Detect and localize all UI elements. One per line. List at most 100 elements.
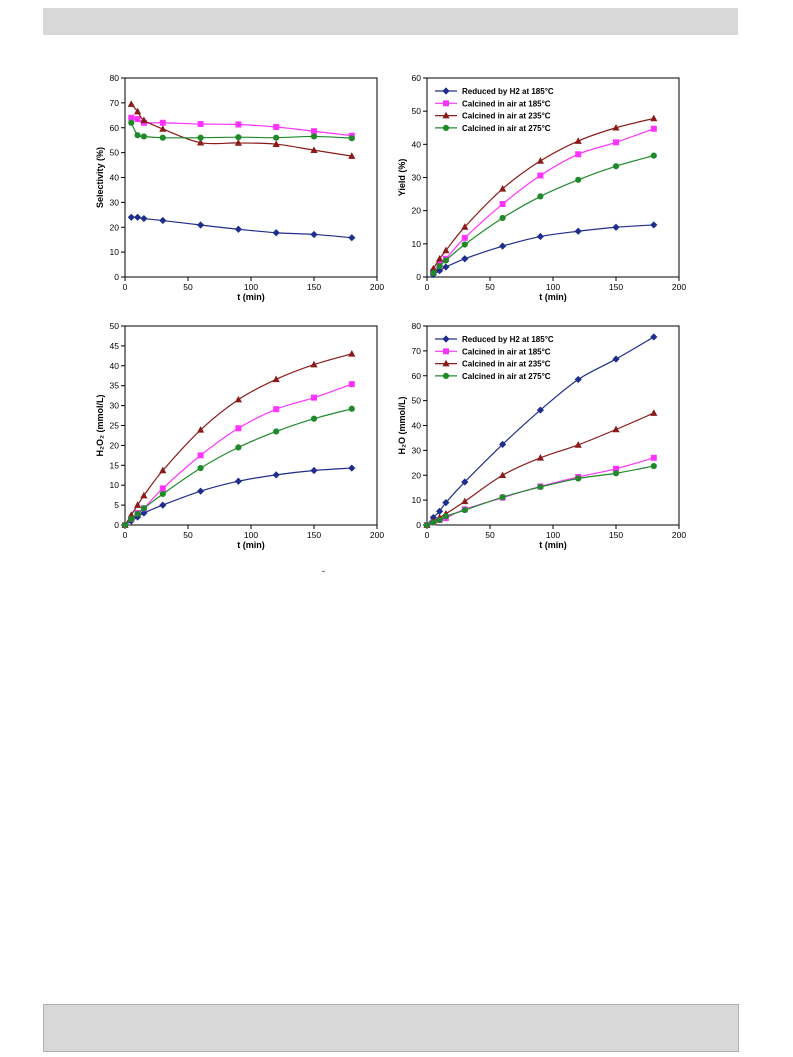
data-point-series-2 [499, 201, 506, 208]
data-point-series-2 [461, 234, 468, 241]
data-point-series-3 [127, 511, 135, 518]
data-point-series-4 [575, 475, 582, 482]
data-point-series-4 [430, 519, 437, 526]
data-point-series-2 [650, 125, 657, 132]
legend-marker-4 [442, 124, 450, 131]
legend-entry-2: Calcined in air at 185°C [462, 347, 551, 356]
y-tick-label: 40 [412, 139, 422, 149]
data-point-series-1 [197, 221, 205, 229]
h2o2-chart: 0 5 10 15 20 25 30 35 40 45 50 0 50 100 150 200 t (min) H… [95, 321, 384, 550]
data-point-series-2 [273, 124, 280, 131]
data-point-series-4 [436, 262, 443, 270]
data-point-series-4 [159, 134, 166, 141]
data-point-series-2 [128, 114, 135, 121]
series-line-4 [124, 408, 352, 526]
data-point-series-1 [234, 225, 242, 233]
data-point-series-3 [574, 137, 582, 144]
x-tick-label: 100 [546, 282, 560, 292]
data-point-series-3 [536, 157, 544, 164]
y-tick-label: 50 [412, 396, 422, 406]
y-tick-label: 40 [110, 173, 120, 183]
x-tick-label: 0 [123, 282, 128, 292]
data-point-series-2 [613, 139, 619, 146]
data-point-series-3 [499, 184, 507, 192]
data-point-series-2 [650, 454, 657, 461]
legend-marker-1 [442, 335, 450, 343]
y-tick-label: 0 [416, 520, 421, 530]
data-point-series-3 [272, 140, 280, 147]
data-point-series-4 [461, 506, 468, 514]
data-point-series-3 [197, 138, 205, 146]
x-tick-label: 100 [244, 282, 258, 292]
data-point-series-1 [310, 230, 318, 239]
plot-area [426, 325, 680, 526]
data-point-series-4 [134, 132, 141, 139]
data-point-series-4 [134, 510, 141, 517]
data-point-series-3 [442, 246, 450, 254]
data-point-series-4 [140, 133, 147, 140]
y-tick-label: 10 [412, 239, 422, 249]
data-point-series-3 [461, 497, 469, 505]
data-point-series-4 [197, 134, 204, 141]
data-point-series-2 [348, 381, 355, 388]
data-point-series-4 [197, 464, 204, 472]
x-tick-label: 200 [672, 282, 686, 292]
data-point-series-4 [128, 119, 135, 126]
x-tick-label: 200 [370, 282, 384, 292]
y-tick-label: 20 [412, 206, 422, 216]
yield-chart: 0 10 20 30 40 50 60 0 50 100 150 200 t (min) Yield (%… [397, 73, 686, 302]
data-point-series-1 [612, 223, 620, 231]
data-point-series-3 [134, 501, 142, 508]
data-point-series-1 [348, 464, 356, 472]
x-tick-label: 100 [244, 530, 258, 540]
legend-marker-2 [443, 100, 449, 107]
data-point-series-3 [234, 395, 242, 403]
data-point-series-2 [613, 465, 619, 472]
x-tick-label: 50 [485, 530, 495, 540]
data-point-series-3 [159, 466, 167, 474]
data-point-series-4 [442, 513, 449, 520]
y-tick-label: 20 [110, 222, 120, 232]
legend-marker-4 [442, 372, 450, 379]
y-tick-label: 70 [412, 346, 422, 356]
y-tick-label: 30 [110, 197, 120, 207]
data-point-series-3 [612, 425, 620, 433]
y-tick-label: 25 [110, 421, 120, 431]
x-tick-label: 200 [672, 530, 686, 540]
data-point-series-4 [499, 494, 506, 501]
y-tick-label: 50 [110, 148, 120, 158]
data-point-series-2 [311, 394, 317, 401]
legend-entry-4: Calcined in air at 275°C [462, 124, 551, 133]
data-point-series-3 [650, 114, 658, 122]
data-point-series-3 [234, 139, 242, 146]
data-point-series-4 [121, 521, 129, 529]
legend-entry-1: Reduced by H2 at 185°C [462, 335, 554, 344]
x-axis-title: t (min) [237, 292, 265, 302]
data-point-series-1 [140, 214, 148, 223]
legend-marker-1 [442, 87, 450, 95]
y-tick-label: 20 [110, 440, 120, 450]
x-tick-label: 100 [546, 530, 560, 540]
data-point-series-3 [436, 254, 444, 262]
legend-marker-3 [442, 359, 450, 367]
x-tick-label: 150 [609, 530, 623, 540]
data-point-series-4 [128, 515, 135, 523]
data-point-series-3 [461, 223, 469, 230]
y-tick-label: 80 [412, 321, 422, 331]
y-axis-title: H₂O (mmol/L) [397, 397, 407, 455]
x-tick-label: 0 [425, 530, 430, 540]
data-point-series-4 [650, 462, 657, 470]
y-tick-label: 10 [110, 247, 120, 257]
y-tick-label: 40 [110, 361, 120, 371]
x-tick-label: 150 [307, 282, 321, 292]
data-point-series-4 [310, 133, 318, 140]
data-point-series-2 [575, 151, 582, 158]
series-line-3 [124, 353, 352, 526]
data-point-series-1 [650, 333, 658, 341]
data-point-series-1 [650, 221, 658, 229]
data-point-series-3 [536, 454, 544, 461]
y-tick-label: 60 [412, 73, 422, 83]
data-point-series-3 [140, 491, 148, 499]
y-tick-label: 0 [114, 272, 119, 282]
data-point-series-4 [235, 134, 242, 141]
